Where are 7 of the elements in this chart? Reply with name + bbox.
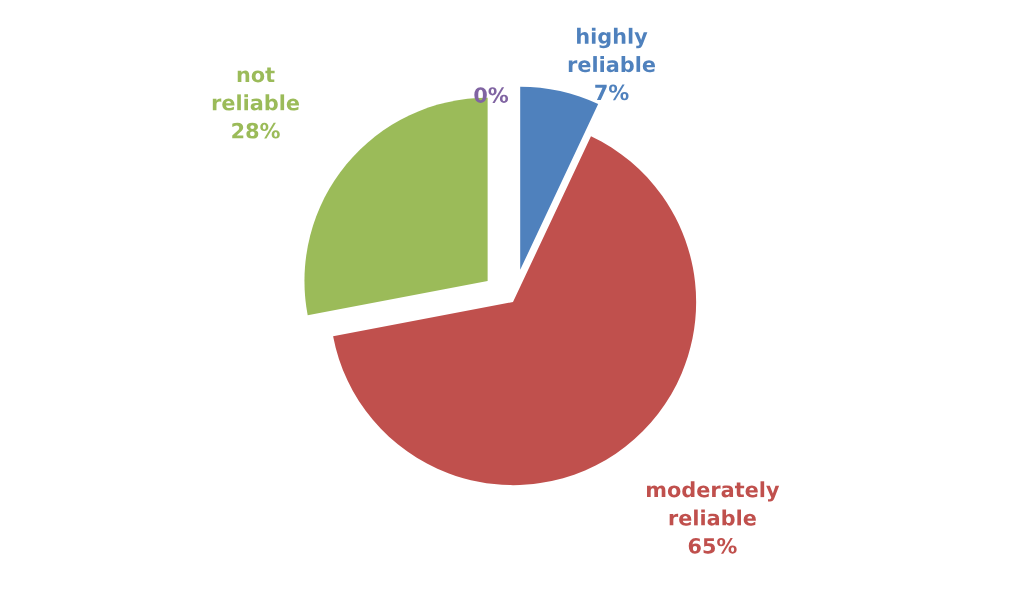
slice-label: not reliable [212, 67, 299, 111]
data-label: 28% [232, 122, 280, 139]
data-label: 65% [688, 537, 737, 554]
text: 0% [474, 87, 509, 103]
slice-label: moderately reliable [647, 481, 780, 526]
slice-label: highly reliable [568, 27, 655, 73]
data-label: 7% [595, 84, 629, 101]
